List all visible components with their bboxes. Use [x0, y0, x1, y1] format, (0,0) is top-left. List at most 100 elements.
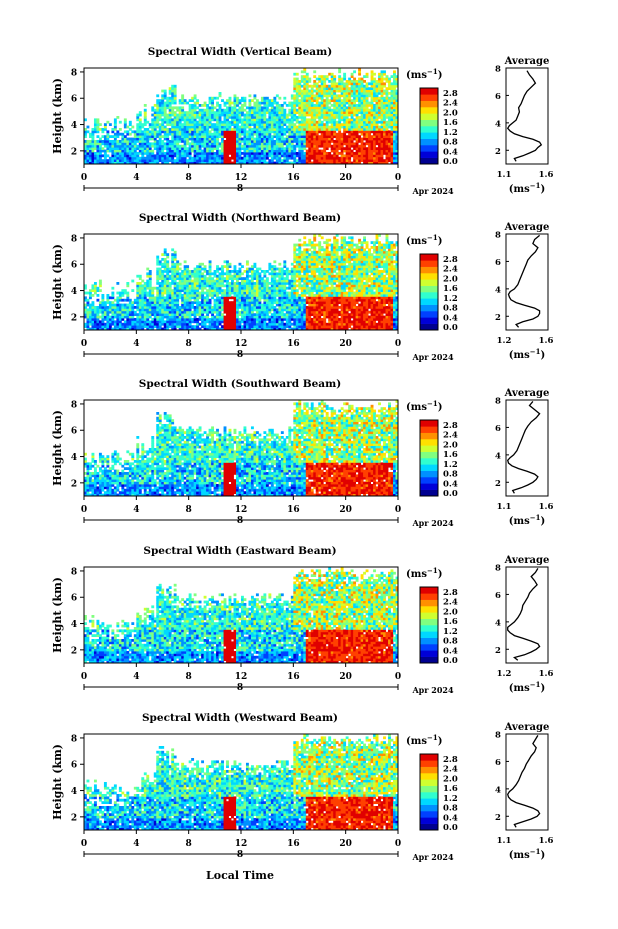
heatmap-cell	[263, 156, 267, 160]
heatmap-cell	[96, 318, 100, 321]
heatmap-cell	[263, 154, 267, 158]
heatmap-cell	[161, 308, 165, 312]
heatmap-cell	[98, 327, 102, 331]
heatmap-cell	[101, 318, 105, 321]
x-tick-label: 0	[81, 173, 87, 183]
heatmap-cell	[270, 274, 274, 278]
heatmap-cell	[216, 306, 219, 309]
heatmap-cell	[245, 291, 249, 295]
heatmap-cell	[236, 296, 239, 300]
heatmap-cell	[123, 327, 127, 331]
heatmap-cell	[388, 108, 391, 112]
heatmap-cell	[198, 135, 202, 138]
heatmap-cell	[193, 149, 197, 153]
heatmap-cell	[93, 327, 97, 331]
heatmap-cell	[378, 72, 381, 76]
heatmap-cell	[333, 87, 337, 90]
heatmap-cell	[213, 152, 217, 155]
heatmap-cell	[218, 144, 222, 148]
heatmap-cell	[158, 128, 162, 131]
heatmap-cell	[373, 72, 376, 76]
heatmap-cell	[126, 282, 130, 285]
heatmap-cell	[173, 291, 177, 295]
heatmap-cell	[86, 327, 90, 331]
heatmap-cell	[368, 118, 371, 122]
heatmap-cell	[243, 284, 247, 288]
heatmap-cell	[375, 137, 379, 141]
heatmap-cell	[393, 120, 396, 124]
heatmap-cell	[370, 152, 374, 155]
heatmap-cell	[153, 135, 157, 138]
heatmap-cell	[221, 113, 224, 117]
heatmap-cell	[231, 123, 234, 126]
heatmap-cell	[293, 132, 297, 136]
heatmap-cell	[86, 161, 90, 165]
heatmap-cell	[380, 120, 384, 124]
heatmap-cell	[201, 116, 205, 119]
heatmap-cell	[126, 284, 130, 288]
heatmap-cell	[161, 262, 165, 266]
heatmap-cell	[241, 294, 244, 297]
heatmap-cell	[106, 142, 110, 146]
heatmap-cell	[158, 286, 162, 290]
heatmap-cell	[338, 159, 342, 162]
heatmap-cell	[211, 135, 214, 138]
heatmap-cell	[176, 286, 180, 290]
heatmap-cell	[126, 154, 130, 158]
heatmap-cell	[315, 87, 319, 90]
heatmap-cell	[181, 106, 185, 110]
heatmap-cell	[176, 325, 180, 328]
heatmap-cell	[168, 277, 172, 280]
heatmap-cell	[176, 291, 180, 295]
heatmap-cell	[151, 306, 155, 309]
heatmap-cell	[383, 152, 386, 155]
heatmap-cell	[355, 92, 359, 95]
heatmap-cell	[203, 279, 207, 283]
heatmap-cell	[358, 120, 362, 124]
heatmap-cell	[161, 282, 165, 285]
heatmap-cell	[151, 144, 155, 148]
heatmap-cell	[293, 156, 297, 160]
heatmap-cell	[280, 159, 284, 162]
heatmap-cell	[260, 325, 264, 328]
heatmap-cell	[186, 291, 190, 295]
heatmap-cell	[248, 161, 252, 165]
heatmap-cell	[325, 144, 329, 148]
heatmap-cell	[123, 325, 127, 328]
heatmap-cell	[343, 149, 347, 153]
heatmap-cell	[313, 154, 317, 158]
heatmap-cell	[231, 327, 234, 331]
heatmap-cell	[116, 132, 120, 136]
heatmap-cell	[318, 152, 322, 155]
heatmap-cell	[300, 137, 304, 141]
heatmap-cell	[370, 142, 374, 146]
heatmap-cell	[285, 137, 289, 141]
heatmap-cell	[270, 322, 274, 326]
heatmap-cell	[206, 135, 209, 138]
heatmap-cell	[206, 154, 209, 158]
heatmap-cell	[206, 137, 209, 141]
heatmap-cell	[305, 130, 309, 134]
heatmap-cell	[390, 156, 394, 160]
heatmap-cell	[231, 284, 234, 288]
heatmap-cell	[380, 123, 384, 126]
heatmap-cell	[233, 315, 237, 319]
heatmap-cell	[161, 118, 165, 122]
heatmap-cell	[375, 113, 379, 117]
heatmap-cell	[108, 144, 112, 148]
heatmap-cell	[181, 101, 185, 105]
heatmap-cell	[325, 120, 329, 124]
heatmap-cell	[388, 87, 391, 90]
heatmap-cell	[258, 310, 262, 314]
heatmap-cell	[300, 142, 304, 146]
heatmap-cell	[350, 92, 354, 95]
heatmap-cell	[355, 130, 359, 134]
heatmap-cell	[88, 161, 92, 165]
heatmap-cell	[270, 161, 274, 165]
heatmap-cell	[166, 156, 170, 160]
heatmap-cell	[213, 272, 217, 276]
heatmap-cell	[260, 152, 264, 155]
heatmap-cell	[375, 89, 379, 93]
heatmap-cell	[231, 306, 234, 309]
heatmap-cell	[138, 315, 142, 319]
